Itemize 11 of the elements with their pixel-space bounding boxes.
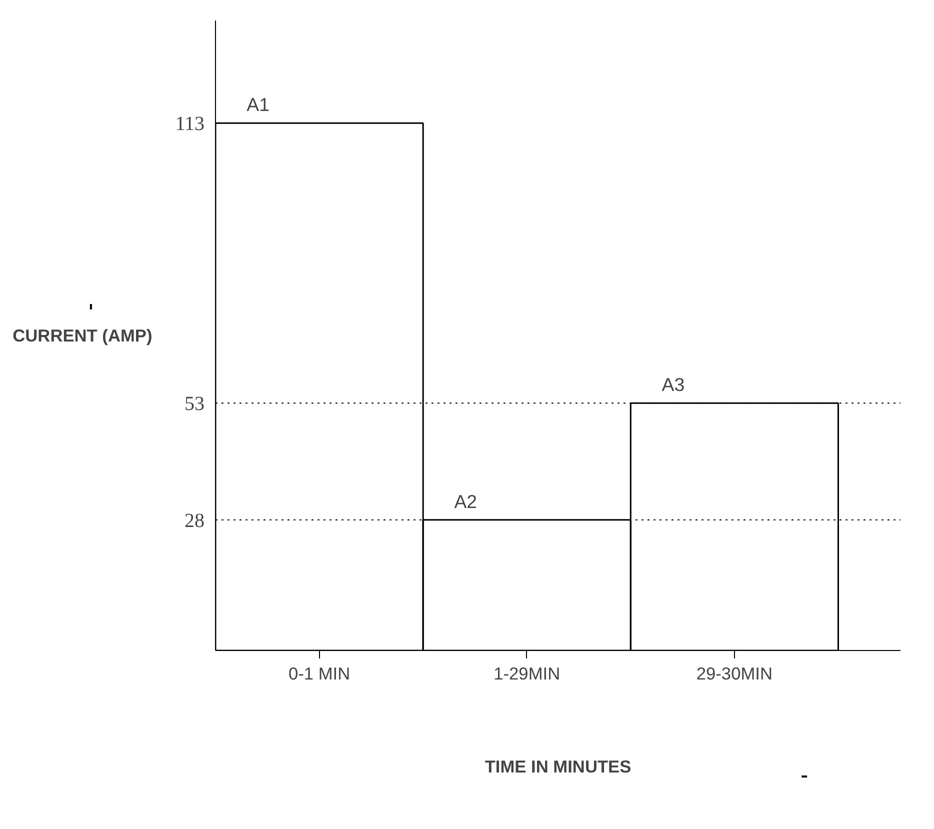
x-tick-label: 0-1 MIN <box>288 664 350 684</box>
y-tick-label: 28 <box>184 510 204 532</box>
x-tick-label: 1-29MIN <box>494 664 560 684</box>
annotation: A2 <box>454 490 478 512</box>
y-tick-label: 53 <box>184 393 204 416</box>
annotation: A3 <box>662 374 685 396</box>
y-axis-title: CURRENT (AMP) <box>12 326 152 346</box>
x-axis-title: TIME IN MINUTES <box>484 756 632 776</box>
y-tick-label: 113 <box>175 113 205 136</box>
x-tick-label: 29-30MIN <box>696 664 772 684</box>
annotation: A1 <box>246 94 270 116</box>
